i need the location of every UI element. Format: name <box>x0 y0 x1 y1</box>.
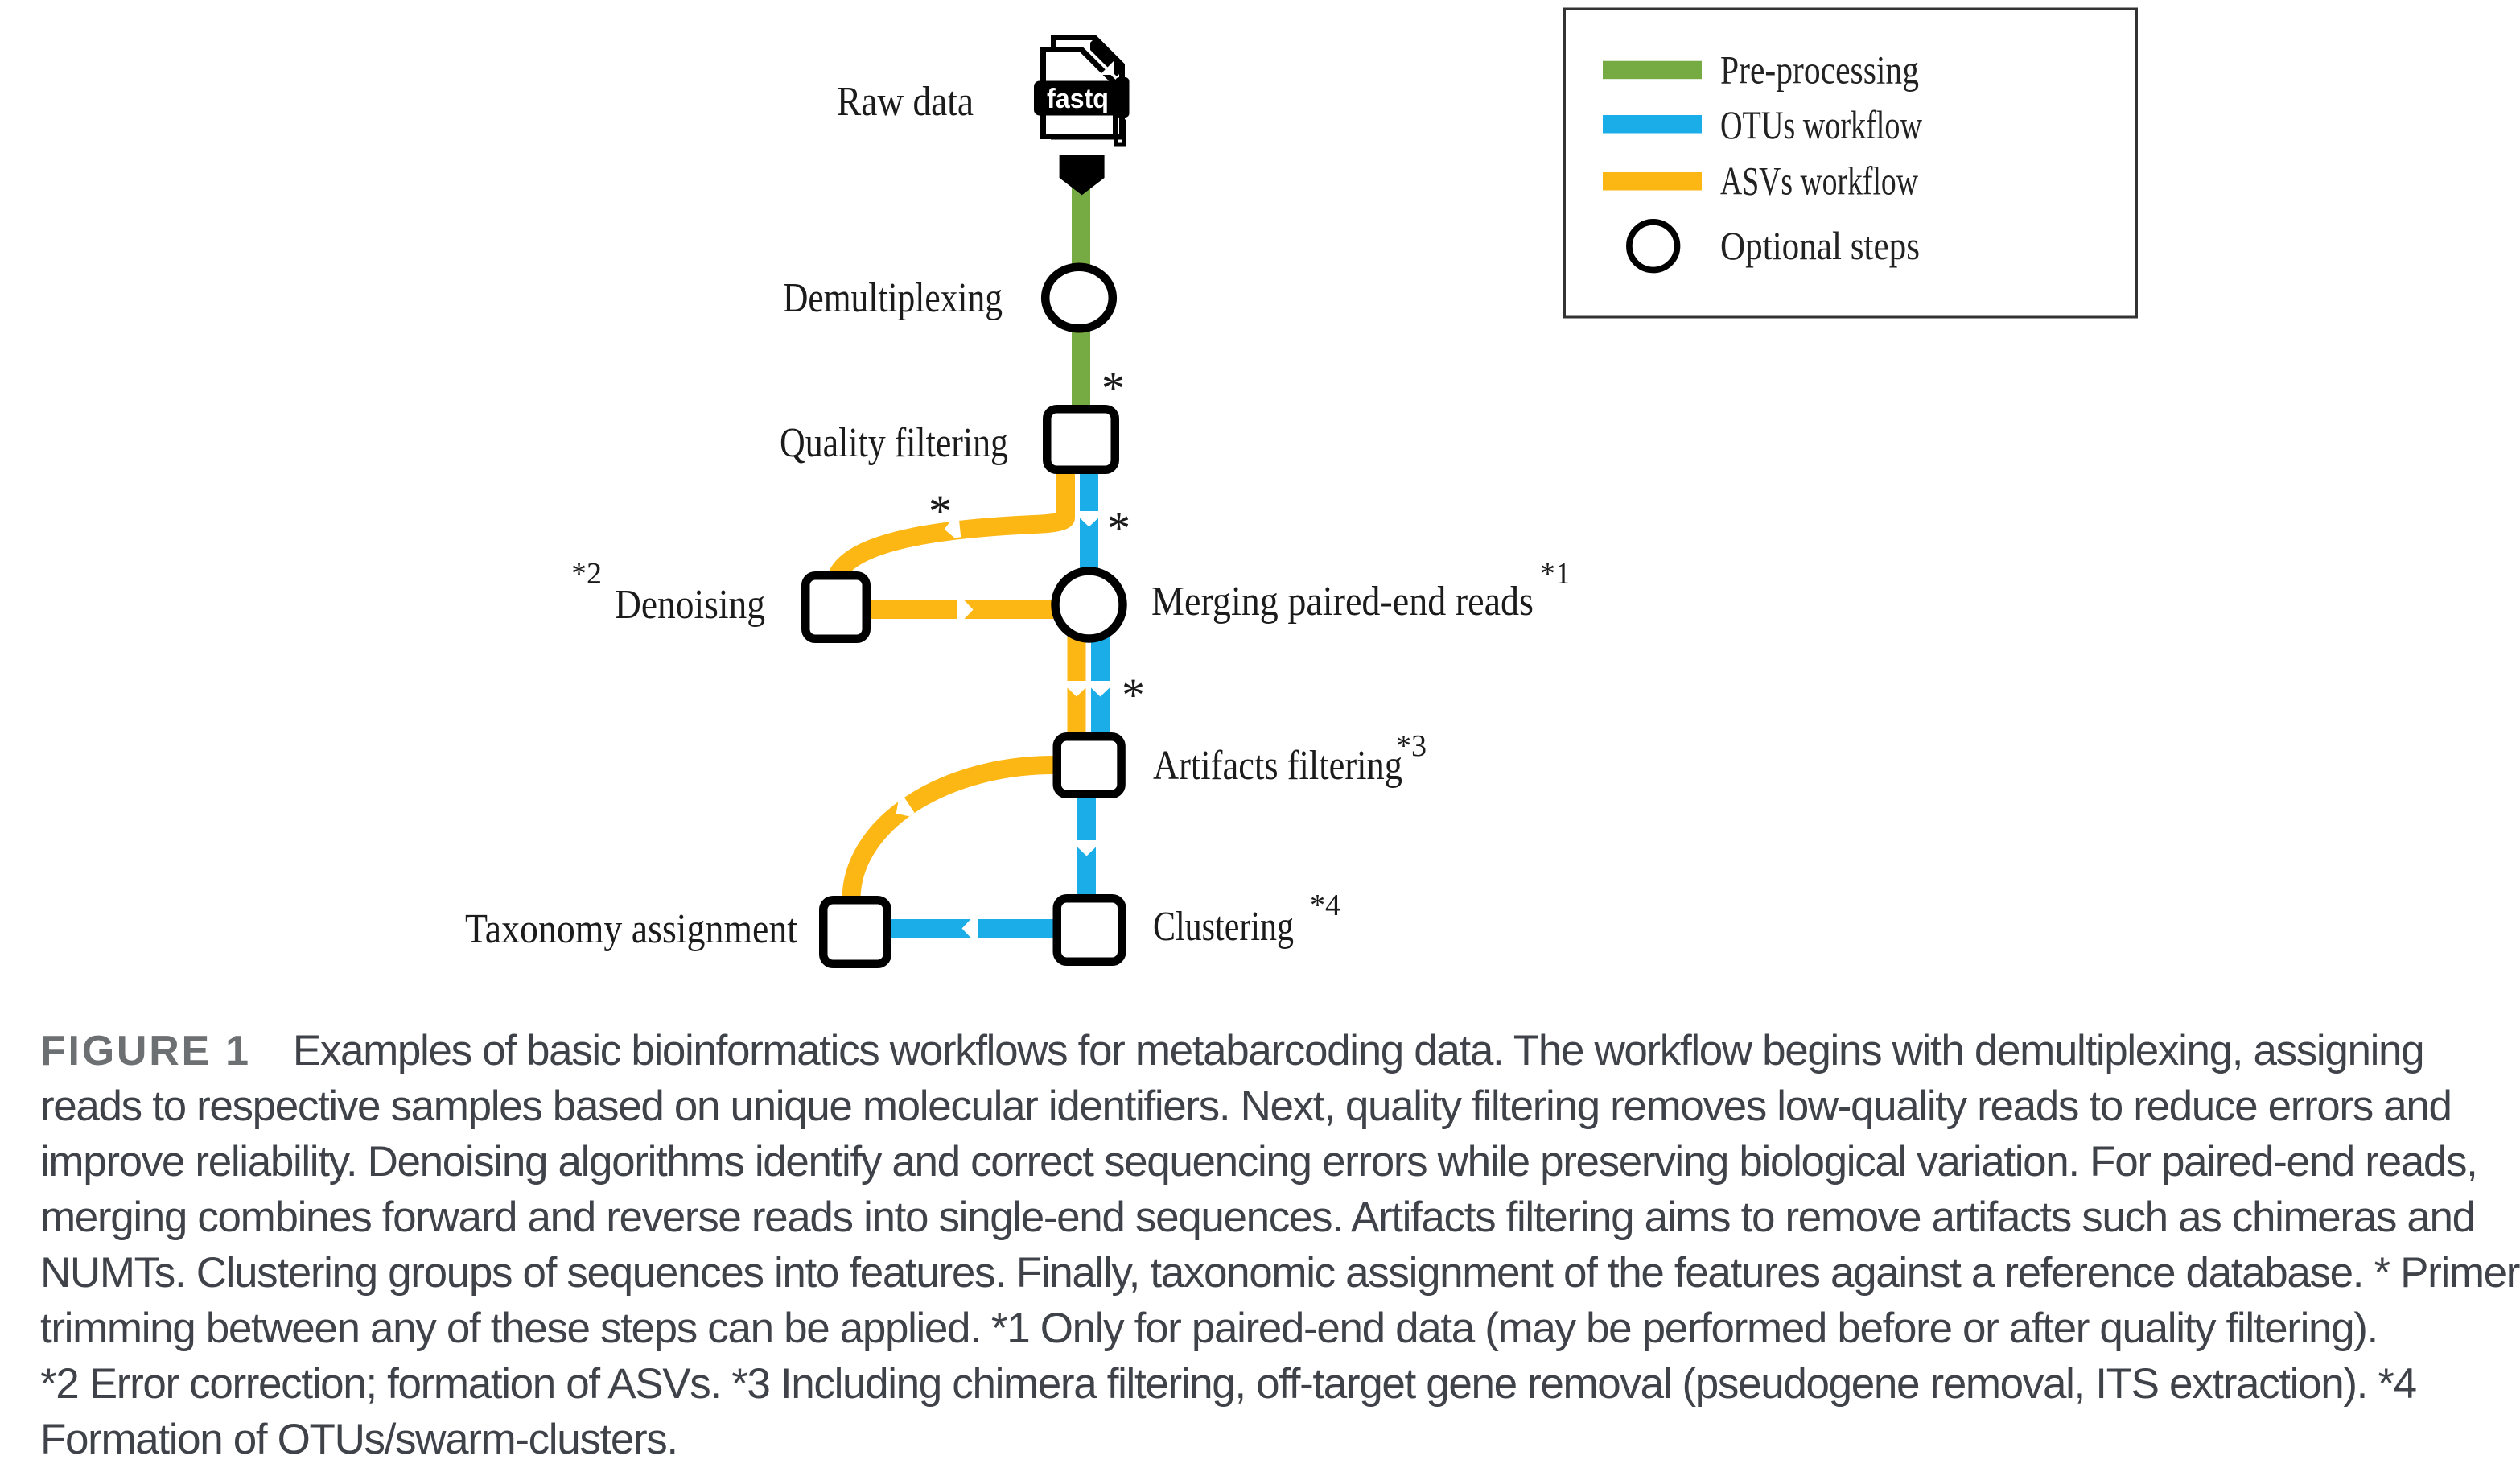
svg-text:*: * <box>1122 669 1145 721</box>
svg-text:*: * <box>1107 502 1130 555</box>
svg-text:Demultiplexing: Demultiplexing <box>783 275 1003 321</box>
svg-text:fastq: fastq <box>1047 84 1109 114</box>
svg-text:Clustering: Clustering <box>1153 904 1294 950</box>
svg-text:*: * <box>1101 362 1125 414</box>
svg-text:Pre-processing: Pre-processing <box>1720 47 1919 93</box>
svg-text:Raw data: Raw data <box>837 79 974 125</box>
svg-text:ASVs workflow: ASVs workflow <box>1720 159 1918 204</box>
svg-text:Artifacts filtering: Artifacts filtering <box>1153 743 1402 789</box>
svg-text:Quality filtering: Quality filtering <box>780 420 1008 466</box>
svg-text:Denoising: Denoising <box>615 582 765 628</box>
svg-text:*1: *1 <box>1540 557 1571 591</box>
svg-text:*2: *2 <box>571 557 602 591</box>
svg-text:*3: *3 <box>1396 729 1427 763</box>
svg-text:Merging paired-end reads: Merging paired-end reads <box>1151 579 1534 625</box>
svg-text:*: * <box>929 485 952 538</box>
svg-text:Optional steps: Optional steps <box>1720 223 1920 268</box>
svg-text:Taxonomy assignment: Taxonomy assignment <box>465 906 797 952</box>
svg-text:*4: *4 <box>1310 889 1340 922</box>
svg-text:OTUs workflow: OTUs workflow <box>1720 102 1922 147</box>
